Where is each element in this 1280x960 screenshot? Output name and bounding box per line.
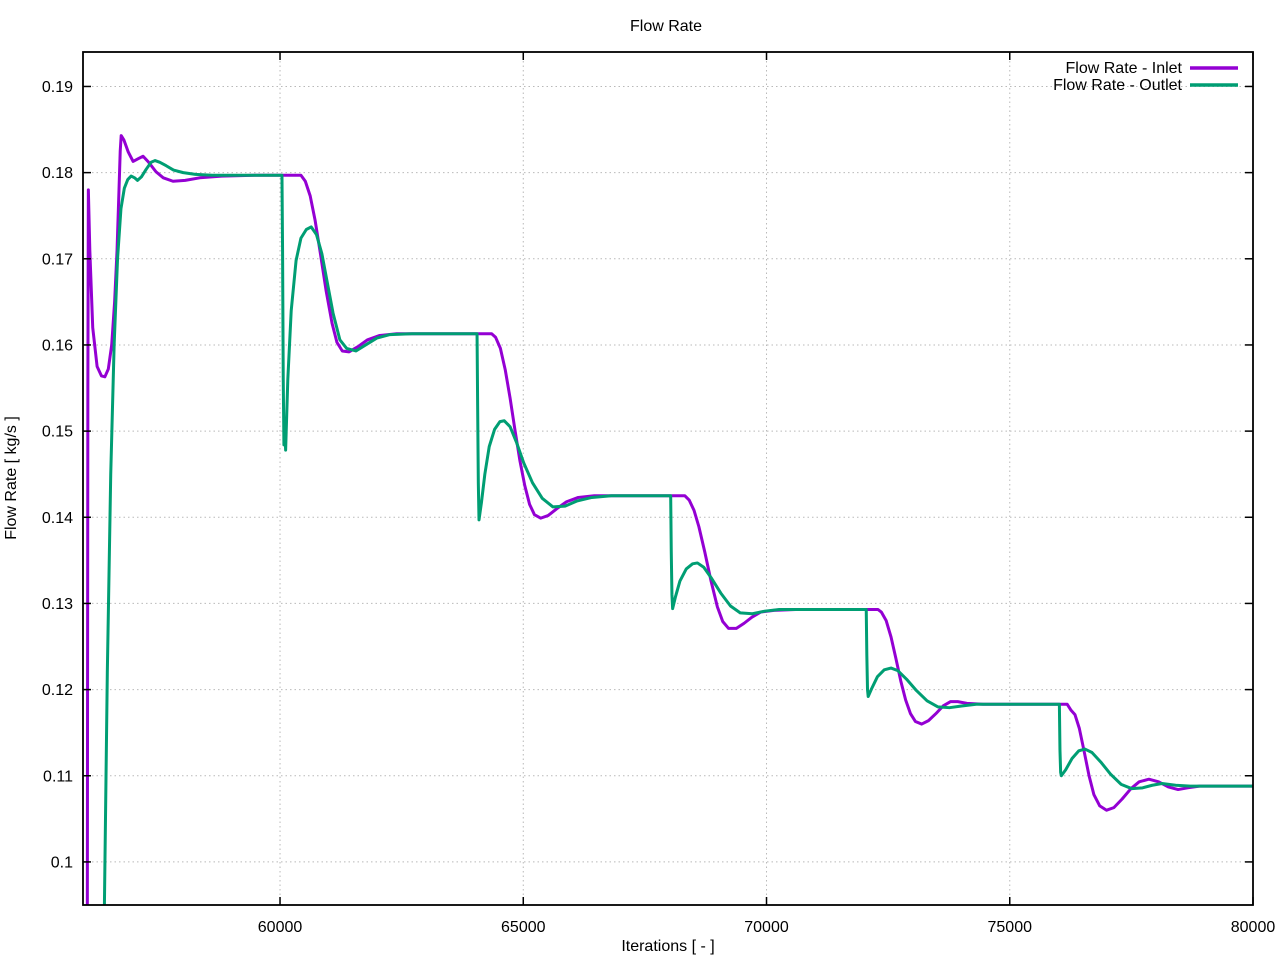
y-tick-label: 0.16 [42, 337, 73, 354]
x-axis-label: Iterations [ - ] [621, 938, 714, 955]
y-tick-label: 0.18 [42, 165, 73, 182]
series-line-inlet [85, 134, 1253, 905]
x-tick-label: 70000 [744, 919, 789, 936]
axis-ticks [83, 52, 1254, 905]
axis-tick-labels: 60000 65000 70000 75000 80000 0.1 0.11 0.12 0.13… [42, 79, 1275, 936]
y-tick-label: 0.1 [51, 854, 73, 871]
y-tick-label: 0.12 [42, 682, 73, 699]
x-tick-label: 65000 [501, 919, 546, 936]
legend: Flow Rate - Inlet Flow Rate - Outlet [1053, 60, 1238, 94]
y-tick-label: 0.13 [42, 596, 73, 613]
legend-label-outlet: Flow Rate - Outlet [1053, 77, 1182, 94]
y-tick-label: 0.17 [42, 251, 73, 268]
y-tick-label: 0.14 [42, 510, 73, 527]
x-tick-label: 75000 [988, 919, 1033, 936]
plot-border [82, 51, 1254, 906]
chart-title: Flow Rate [630, 18, 702, 35]
y-tick-label: 0.11 [43, 768, 73, 785]
x-tick-label: 80000 [1231, 919, 1276, 936]
y-tick-label: 0.15 [42, 424, 73, 441]
grid-lines [83, 52, 1254, 905]
y-tick-label: 0.19 [42, 79, 73, 96]
series-line-outlet [102, 159, 1253, 905]
y-axis-label: Flow Rate [ kg/s ] [3, 416, 20, 540]
legend-label-inlet: Flow Rate - Inlet [1066, 60, 1183, 77]
x-tick-label: 60000 [258, 919, 303, 936]
series-layer [85, 134, 1253, 905]
